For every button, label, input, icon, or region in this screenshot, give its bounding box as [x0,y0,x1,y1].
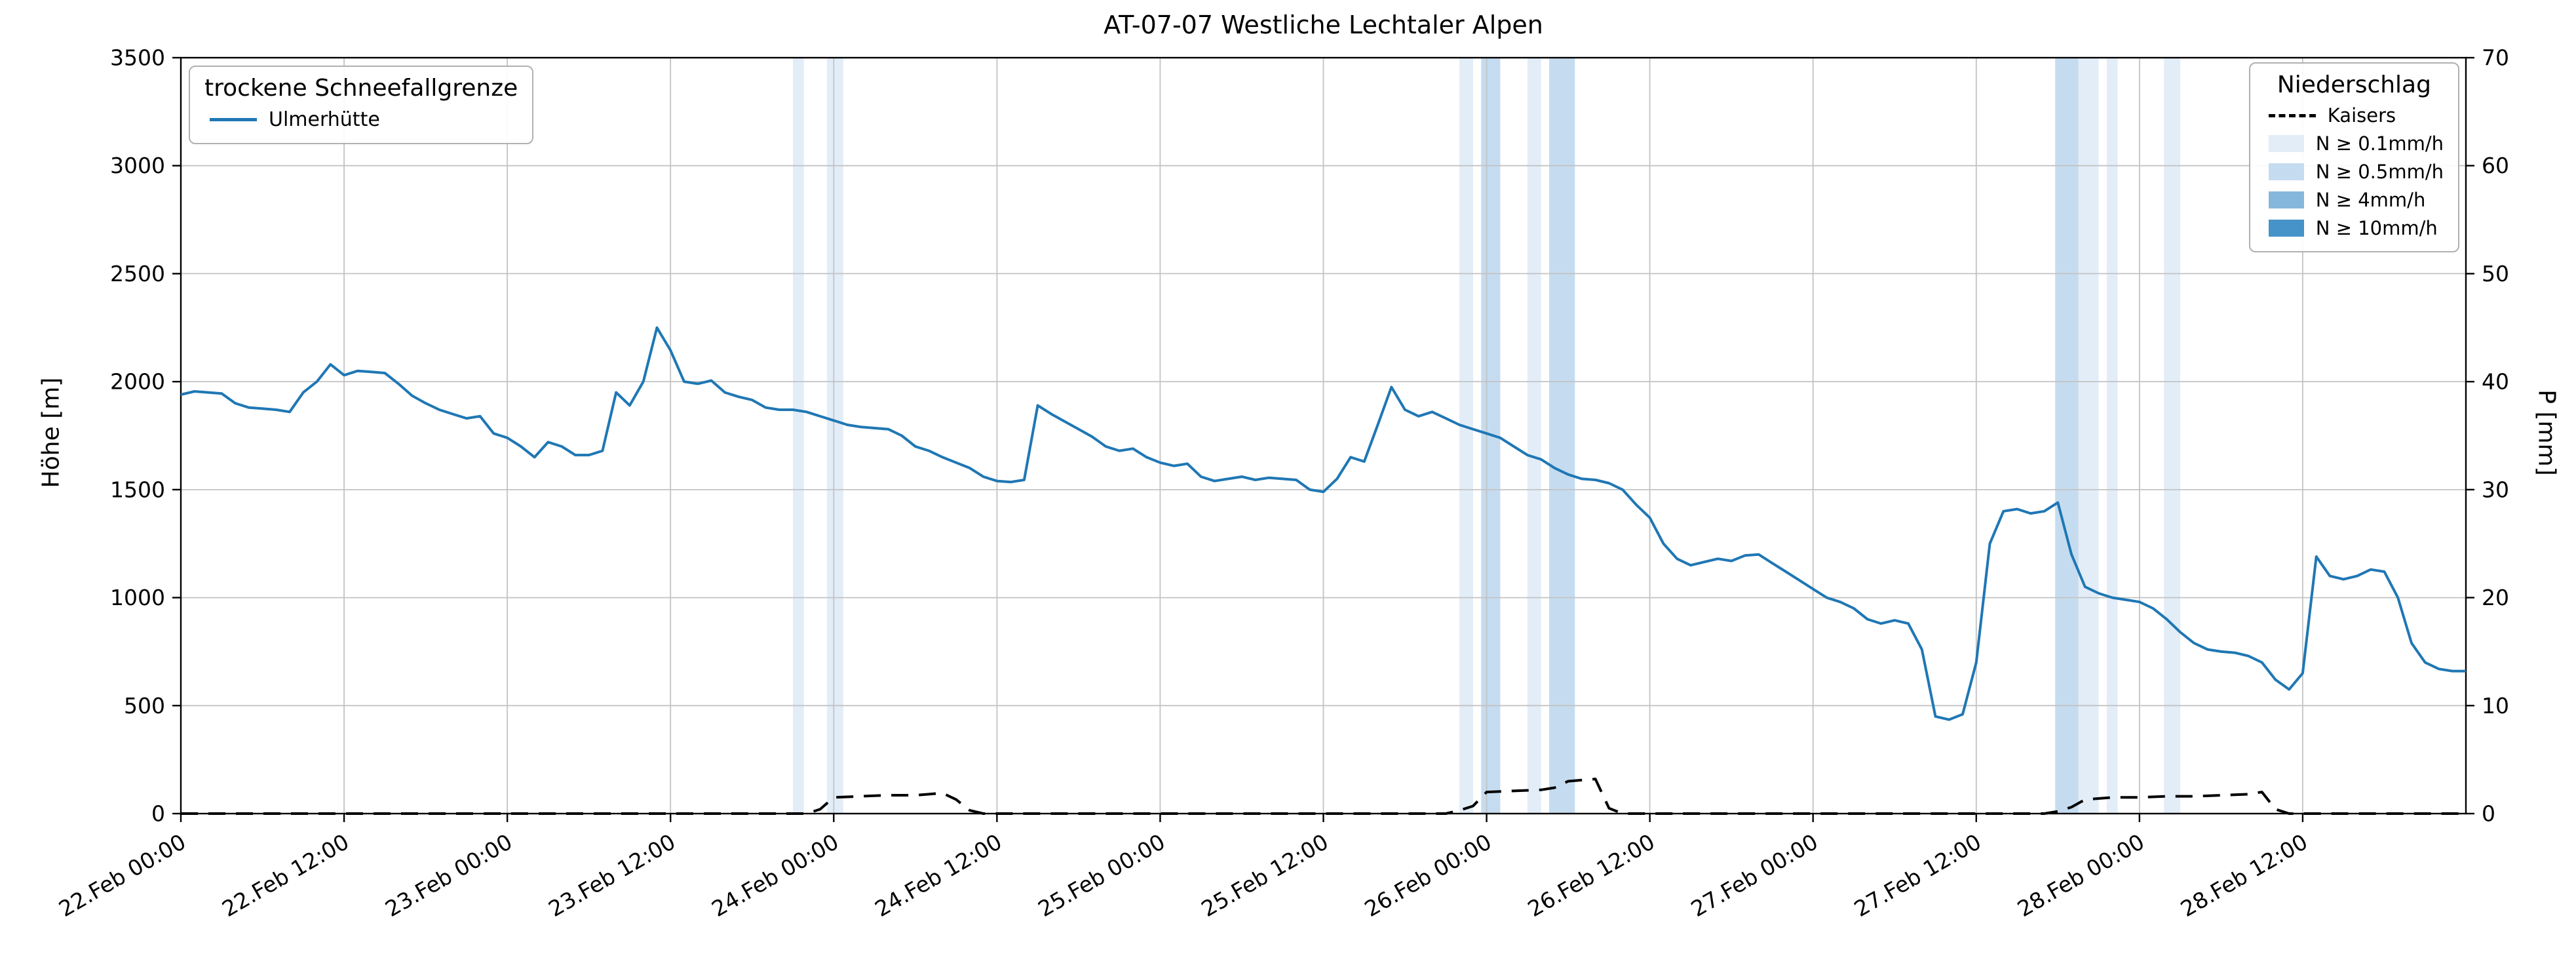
precip-level-2-swatch [2268,191,2304,208]
right-tick-label: 70 [2482,45,2509,71]
x-tick-label: 26.Feb 12:00 [1524,829,1659,922]
series-line-kaisers [181,778,2466,815]
precip-level-3-label: N ≥ 10mm/h [2315,217,2438,239]
x-tick-label: 27.Feb 12:00 [1850,829,1986,922]
left-tick-label: 500 [124,693,165,719]
precip-band [2164,58,2181,814]
left-tick-label: 2500 [110,261,165,286]
x-tick-label: 24.Feb 12:00 [870,829,1006,922]
x-tick-label: 24.Feb 00:00 [707,829,843,922]
precip-level-1-label: N ≥ 0.5mm/h [2315,161,2444,183]
x-tick-label: 28.Feb 12:00 [2176,829,2312,922]
legend-entry-ulmerhuette: Ulmerhütte [210,108,518,131]
x-tick-label: 26.Feb 00:00 [1360,829,1496,922]
precip-band [793,58,804,814]
snowline-series-label: Ulmerhütte [269,108,380,131]
right-tick-label: 30 [2482,477,2509,502]
precip-band [1527,58,1541,814]
precip-band [2107,58,2118,814]
kaisers-series-label: Kaisers [2327,104,2396,127]
x-tick-label: 25.Feb 00:00 [1033,829,1169,922]
right-tick-label: 50 [2482,261,2509,286]
precip-level-0-swatch [2268,135,2304,152]
right-tick-label: 40 [2482,369,2509,395]
series-line-ulmerhuette [180,326,2466,721]
left-tick-label: 1000 [110,585,165,610]
legend-entry-kaisers: Kaisers [2268,104,2444,127]
y-axis-label-right: P [mm] [2533,389,2560,476]
right-tick-label: 60 [2482,153,2509,178]
legend-entry-level-2: N ≥ 4mm/h [2268,189,2444,211]
precip-level-1-swatch [2268,163,2304,180]
left-tick-label: 2000 [110,369,165,395]
precip-band [1459,58,1473,814]
x-tick-label: 22.Feb 00:00 [54,829,190,922]
x-tick-label: 23.Feb 12:00 [544,829,680,922]
x-tick-label: 28.Feb 00:00 [2013,829,2149,922]
right-tick-label: 10 [2482,693,2509,719]
left-tick-label: 3500 [110,45,165,71]
legend-entry-level-0: N ≥ 0.1mm/h [2268,132,2444,155]
y-axis-label-left: Höhe [m] [37,377,65,488]
precip-band [2078,58,2099,814]
right-tick-label: 0 [2482,801,2495,827]
left-tick-label: 3000 [110,153,165,178]
precip-band [1549,58,1575,814]
x-tick-label: 22.Feb 12:00 [218,829,353,922]
x-tick-label: 25.Feb 12:00 [1197,829,1333,922]
precip-level-2-label: N ≥ 4mm/h [2315,189,2426,211]
precip-level-3-swatch [2268,220,2304,237]
snowline-line-sample [210,118,257,121]
x-tick-label: 23.Feb 00:00 [381,829,516,922]
chart-title: AT-07-07 Westliche Lechtaler Alpen [1104,10,1543,39]
legend-entry-level-3: N ≥ 10mm/h [2268,217,2444,239]
right-tick-label: 20 [2482,585,2509,610]
precip-band [826,58,843,814]
legend-entry-level-1: N ≥ 0.5mm/h [2268,161,2444,183]
legend-snowline-title: trockene Schneefallgrenze [204,75,518,102]
legend-precipitation-title: Niederschlag [2277,71,2431,98]
legend-precipitation: Niederschlag Kaisers N ≥ 0.1mm/h N ≥ 0.5… [2248,62,2459,252]
precip-level-0-label: N ≥ 0.1mm/h [2315,132,2444,155]
left-tick-label: 0 [151,801,165,827]
kaisers-line-sample [2268,113,2316,117]
left-tick-label: 1500 [110,477,165,502]
precip-band [2055,58,2079,814]
x-tick-label: 27.Feb 00:00 [1687,829,1822,922]
legend-snowline: trockene Schneefallgrenze Ulmerhütte [189,66,534,144]
